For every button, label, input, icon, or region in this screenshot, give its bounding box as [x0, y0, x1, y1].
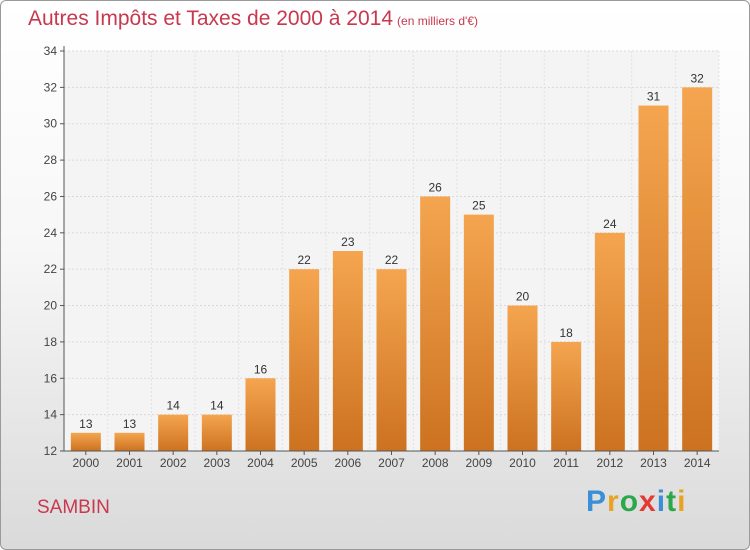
- x-tick-label: 2011: [553, 456, 579, 470]
- y-tick-label: 18: [44, 335, 58, 349]
- x-tick-label: 2010: [509, 456, 536, 470]
- logo-letter: t: [666, 485, 678, 518]
- x-tick-label: 2006: [334, 456, 361, 470]
- bar-value-label: 14: [210, 399, 224, 413]
- bar: [376, 269, 407, 451]
- bar: [332, 251, 363, 451]
- bar: [594, 232, 625, 451]
- x-tick-label: 2013: [640, 456, 667, 470]
- logo-letter: r: [607, 485, 620, 518]
- y-tick-label: 28: [44, 153, 58, 167]
- logo-letter: P: [586, 485, 608, 518]
- bar: [289, 269, 320, 451]
- bar-value-label: 32: [690, 71, 704, 85]
- bar-value-label: 13: [79, 417, 93, 431]
- y-tick-label: 20: [44, 299, 58, 313]
- y-tick-label: 14: [44, 408, 58, 422]
- x-tick-label: 2005: [291, 456, 318, 470]
- logo-letter: i: [656, 485, 667, 518]
- bar: [507, 305, 538, 451]
- bar: [638, 105, 669, 451]
- bar: [70, 432, 101, 451]
- bar: [551, 341, 582, 451]
- axes: [60, 46, 719, 455]
- x-tick-label: 2003: [203, 456, 230, 470]
- bar-value-label: 26: [428, 180, 442, 194]
- chart-subtitle: (en milliers d'€): [397, 14, 479, 28]
- bar: [201, 414, 232, 451]
- y-tick-label: 26: [44, 189, 58, 203]
- x-tick-label: 2007: [378, 456, 405, 470]
- x-tick-label: 2012: [596, 456, 623, 470]
- bar-value-label: 20: [516, 290, 530, 304]
- bar-value-label: 22: [385, 253, 399, 267]
- bar-value-label: 13: [123, 417, 137, 431]
- bar: [114, 432, 145, 451]
- bar: [420, 196, 451, 451]
- y-tick-label: 34: [44, 44, 58, 58]
- x-tick-label: 2000: [72, 456, 99, 470]
- y-tick-label: 32: [44, 80, 58, 94]
- bar: [463, 214, 494, 451]
- bar: [245, 378, 276, 451]
- bar: [682, 87, 713, 451]
- y-tick-label: 12: [44, 444, 58, 458]
- commune-name: SAMBIN: [37, 497, 110, 518]
- x-tick-label: 2002: [160, 456, 187, 470]
- y-tick-label: 24: [44, 226, 58, 240]
- x-tick-label: 2008: [422, 456, 449, 470]
- x-tick-label: 2014: [684, 456, 711, 470]
- bar-value-label: 14: [166, 399, 180, 413]
- proxiti-logo: Proxiti: [586, 485, 686, 519]
- bar-value-label: 22: [297, 253, 311, 267]
- bar-value-label: 18: [559, 326, 573, 340]
- logo-letter: o: [619, 485, 640, 518]
- x-tick-label: 2009: [465, 456, 492, 470]
- bar-value-label: 25: [472, 199, 486, 213]
- bar: [158, 414, 189, 451]
- y-tick-label: 30: [44, 117, 58, 131]
- bar-value-label: 16: [254, 362, 268, 376]
- bars: [70, 87, 713, 451]
- x-tick-label: 2001: [116, 456, 143, 470]
- logo-letter: i: [677, 485, 687, 518]
- bar-value-label: 31: [647, 90, 661, 104]
- y-tick-label: 16: [44, 371, 58, 385]
- logo-letter: x: [639, 485, 657, 518]
- bar-value-label: 24: [603, 217, 617, 231]
- labels: 12 14 16 18 20 22 24 26 28 30 32 34 13 2000 13 2001 14 20…: [44, 44, 711, 470]
- bar-value-label: 23: [341, 235, 355, 249]
- y-tick-label: 22: [44, 262, 58, 276]
- chart-title: Autres Impôts et Taxes de 2000 à 2014 (en…: [28, 7, 479, 30]
- x-tick-label: 2004: [247, 456, 274, 470]
